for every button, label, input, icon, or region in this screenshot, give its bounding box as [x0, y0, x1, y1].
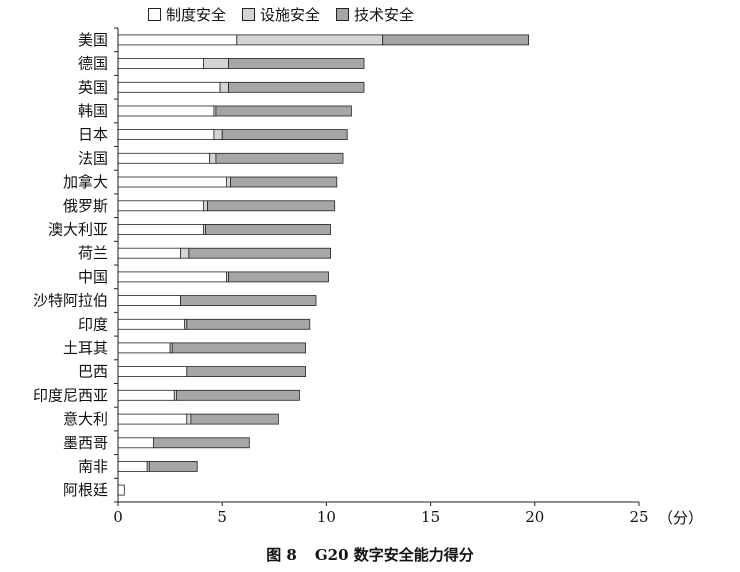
- category-label-19: 南非: [78, 457, 108, 475]
- x-tick-label-25: 25: [629, 508, 648, 526]
- legend-item-institutional: 制度安全: [148, 4, 226, 25]
- bar-segment-3-18: [152, 437, 250, 449]
- bar-segment-1-7: [117, 176, 227, 188]
- category-label-8: 俄罗斯: [63, 197, 108, 215]
- legend-label-technology: 技术安全: [354, 6, 415, 24]
- category-label-15: 巴西: [78, 363, 108, 381]
- x-tick-label-0: 0: [113, 508, 123, 526]
- figure-title: G20 数字安全能力得分: [314, 546, 474, 564]
- category-label-10: 荷兰: [78, 244, 108, 262]
- bar-segment-3-2: [228, 58, 365, 69]
- category-label-11: 中国: [78, 268, 108, 286]
- legend-swatch-institutional: [148, 8, 161, 21]
- bar-segment-2-10: [180, 247, 190, 259]
- bar-segment-2-7: [225, 176, 231, 188]
- bar-segment-2-2: [202, 58, 229, 69]
- bar-segment-2-17: [186, 413, 192, 425]
- bar-segment-1-17: [117, 413, 188, 425]
- bar-segment-3-3: [228, 81, 365, 93]
- legend-label-infrastructure: 设施安全: [260, 6, 321, 24]
- bar-segment-1-13: [117, 318, 186, 330]
- bar-segment-3-7: [230, 176, 338, 188]
- category-label-16: 印度尼西亚: [33, 386, 108, 404]
- bar-segment-3-4: [215, 105, 352, 117]
- x-tick-label-5: 5: [217, 508, 227, 526]
- bar-segment-1-6: [117, 152, 211, 164]
- bar-segment-2-1: [236, 34, 384, 46]
- legend: 制度安全 设施安全 技术安全: [148, 4, 414, 25]
- category-label-9: 澳大利亚: [48, 220, 108, 238]
- bar-segment-3-10: [188, 247, 331, 259]
- bar-segment-1-11: [117, 271, 227, 283]
- legend-swatch-infrastructure: [242, 8, 256, 21]
- bar-segment-1-19: [117, 460, 148, 472]
- bar-segment-1-14: [117, 342, 171, 354]
- bar-segment-3-5: [221, 129, 348, 141]
- bar-segment-1-12: [117, 295, 181, 307]
- bar-segment-1-1: [117, 34, 238, 46]
- bar-segment-2-6: [209, 152, 217, 164]
- bar-segment-1-2: [117, 58, 204, 69]
- figure-number: 图 8: [266, 546, 297, 564]
- category-label-20: 阿根廷: [63, 481, 108, 499]
- bar-segment-2-5: [213, 129, 223, 141]
- bar-segment-3-6: [215, 152, 344, 164]
- bar-segment-1-18: [117, 437, 154, 449]
- bar-segment-1-8: [117, 200, 204, 212]
- category-label-5: 日本: [78, 126, 108, 144]
- x-tick-label-15: 15: [421, 508, 440, 526]
- category-label-6: 法国: [78, 149, 108, 167]
- category-label-13: 印度: [78, 315, 108, 333]
- category-label-17: 意大利: [63, 410, 108, 428]
- bar-segment-3-14: [171, 342, 306, 354]
- bar-segment-3-11: [228, 271, 329, 283]
- category-label-1: 美国: [78, 31, 108, 49]
- bar-segment-3-16: [175, 389, 300, 401]
- figure-caption: 图 8 G20 数字安全能力得分: [0, 544, 740, 565]
- bar-segment-1-10: [117, 247, 181, 259]
- bar-segment-3-19: [148, 460, 198, 472]
- category-label-2: 德国: [78, 55, 108, 73]
- bar-segment-1-15: [117, 366, 188, 378]
- bar-segment-1-9: [117, 223, 204, 235]
- category-label-14: 土耳其: [63, 339, 108, 357]
- bar-segment-1-20: [117, 484, 125, 496]
- bar-segment-2-3: [219, 81, 229, 93]
- legend-item-infrastructure: 设施安全: [242, 4, 320, 25]
- legend-item-technology: 技术安全: [336, 4, 414, 25]
- x-axis-unit: （分）: [658, 509, 704, 527]
- bar-segment-1-4: [117, 105, 215, 117]
- category-label-4: 韩国: [78, 102, 108, 120]
- bar-segment-1-3: [117, 81, 221, 93]
- bar-segment-3-8: [207, 200, 336, 212]
- bar-segment-1-5: [117, 129, 215, 141]
- category-label-12: 沙特阿拉伯: [33, 292, 108, 310]
- bar-segment-3-9: [205, 223, 331, 235]
- bar-segment-3-15: [186, 366, 307, 378]
- bar-segment-1-16: [117, 389, 175, 401]
- legend-swatch-technology: [336, 8, 350, 21]
- bar-segment-3-13: [186, 318, 311, 330]
- category-label-18: 墨西哥: [63, 434, 108, 452]
- category-label-3: 英国: [78, 78, 108, 96]
- x-tick-label-10: 10: [317, 508, 336, 526]
- category-label-7: 加拿大: [63, 173, 108, 191]
- legend-label-institutional: 制度安全: [166, 6, 227, 24]
- bar-segment-3-12: [180, 295, 317, 307]
- bar-segment-3-17: [190, 413, 279, 425]
- bar-segment-3-1: [382, 34, 530, 46]
- x-tick-label-20: 20: [525, 508, 544, 526]
- bar-segment-2-8: [202, 200, 208, 212]
